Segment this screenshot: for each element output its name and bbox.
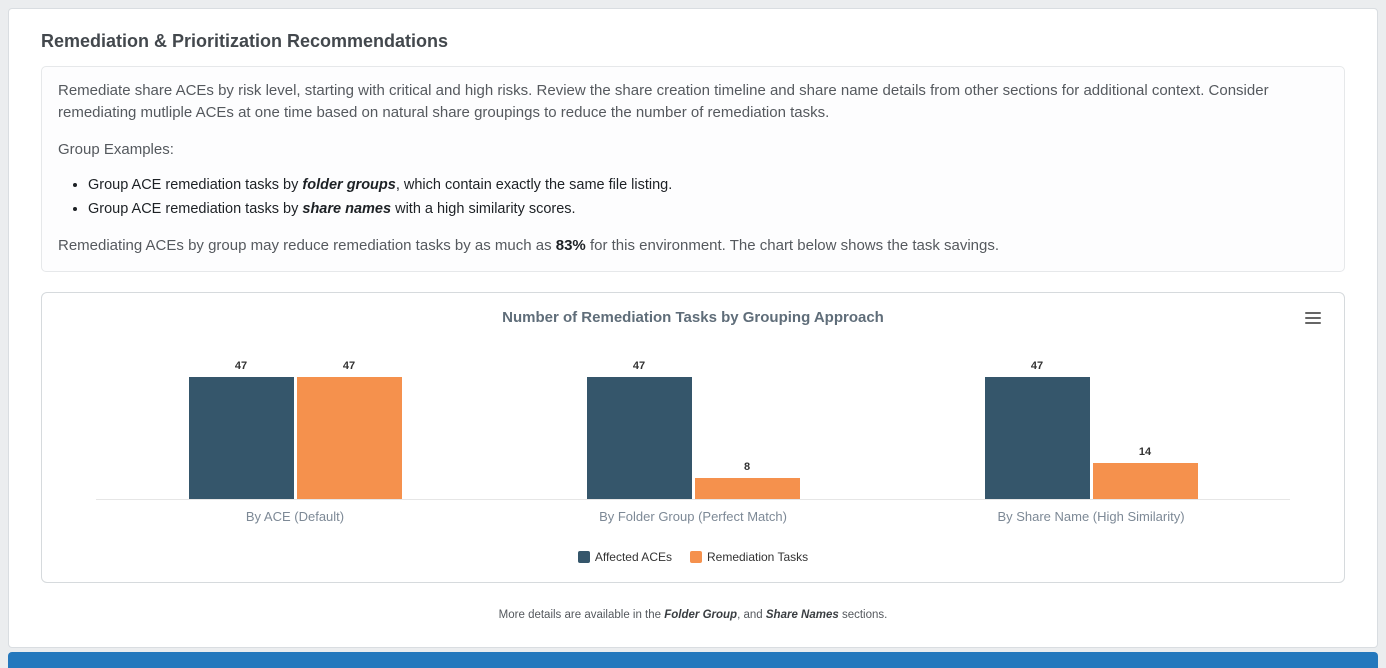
text-segment: for this environment. The chart below sh… (585, 237, 1000, 255)
bar-group-by-folder-group-perfect-match: 47 8 (494, 360, 892, 500)
bar-chart-plot-area: 47 47 47 8 47 14 (96, 342, 1290, 501)
text-segment: Group ACE remediation tasks by (88, 177, 303, 194)
text-segment: More details are available in the (498, 609, 665, 622)
bar-remediation-tasks[interactable] (296, 377, 402, 500)
legend-item-remediation-tasks[interactable]: Remediation Tasks (689, 550, 809, 565)
chart-context-menu-button[interactable] (1300, 307, 1326, 329)
legend-item-affected-aces[interactable]: Affected ACEs (577, 550, 672, 565)
text-segment: sections. (838, 609, 888, 622)
bar-column-remediation-tasks: 8 (694, 461, 800, 500)
list-item: Group ACE remediation tasks by folder gr… (88, 175, 1328, 196)
category-label-by-ace-default: By ACE (Default) (245, 509, 345, 525)
emphasized-text-folder-group: Folder Group (664, 609, 738, 622)
bar-value-label: 47 (342, 360, 356, 373)
legend-swatch (577, 551, 590, 564)
bar-column-affected-aces: 47 (984, 360, 1090, 500)
recommendations-section-card: Remediation & Prioritization Recommendat… (8, 8, 1378, 649)
group-examples-label: Group Examples: (58, 140, 174, 158)
hamburger-menu-icon (1305, 312, 1321, 315)
bar-affected-aces[interactable] (586, 377, 692, 500)
text-segment: , which contain exactly the same file li… (395, 177, 673, 194)
bar-affected-aces[interactable] (984, 377, 1090, 500)
group-examples-list: Group ACE remediation tasks by folder gr… (58, 175, 1328, 220)
footer-note: More details are available in the Folder… (41, 609, 1345, 621)
next-section-bar (8, 652, 1378, 668)
bar-affected-aces[interactable] (188, 377, 294, 500)
chart-title: Number of Remediation Tasks by Grouping … (502, 309, 884, 327)
text-segment: Remediating ACEs by group may reduce rem… (58, 237, 556, 255)
bar-value-label: 47 (234, 360, 248, 373)
bar-value-label: 47 (1030, 360, 1044, 373)
bar-column-affected-aces: 47 (586, 360, 692, 500)
list-item: Group ACE remediation tasks by share nam… (88, 199, 1328, 220)
hamburger-menu-icon (1305, 317, 1321, 320)
bar-value-label: 8 (743, 461, 751, 474)
text-segment: Group ACE remediation tasks by (88, 201, 303, 218)
text-segment: with a high similarity scores. (391, 201, 576, 218)
emphasized-text-folder-groups: folder groups (302, 177, 396, 194)
bar-group-by-share-name-high-similarity: 47 14 (892, 360, 1290, 500)
chart-legend: Affected ACEs Remediation Tasks (62, 550, 1324, 564)
savings-percentage: 83% (555, 237, 586, 255)
bar-remediation-tasks[interactable] (1092, 463, 1198, 500)
category-label-by-share-name-high-similarity: By Share Name (High Similarity) (997, 509, 1185, 525)
legend-label: Affected ACEs (594, 550, 672, 565)
text-segment: , and (737, 609, 766, 622)
bar-remediation-tasks[interactable] (694, 478, 800, 500)
hamburger-menu-icon (1305, 322, 1321, 325)
intro-paragraph: Remediate share ACEs by risk level, star… (58, 82, 1269, 121)
emphasized-text-share-names: share names (302, 201, 392, 218)
bar-column-remediation-tasks: 14 (1092, 446, 1198, 500)
legend-swatch (689, 551, 702, 564)
category-label-by-folder-group-perfect-match: By Folder Group (Perfect Match) (599, 509, 787, 525)
bar-column-affected-aces: 47 (188, 360, 294, 500)
page-title: Remediation & Prioritization Recommendat… (41, 31, 449, 51)
recommendations-info-box: Remediate share ACEs by risk level, star… (41, 66, 1345, 273)
summary-paragraph: Remediating ACEs by group may reduce rem… (58, 235, 1328, 257)
chart-category-axis: By ACE (Default) By Folder Group (Perfect… (96, 500, 1290, 524)
bar-value-label: 14 (1138, 446, 1152, 459)
bar-column-remediation-tasks: 47 (296, 360, 402, 500)
legend-label: Remediation Tasks (706, 550, 809, 565)
bar-value-label: 47 (632, 360, 646, 373)
emphasized-text-share-names: Share Names (765, 609, 839, 622)
bar-group-by-ace-default: 47 47 (96, 360, 494, 500)
chart-card: Number of Remediation Tasks by Grouping … (41, 292, 1345, 584)
